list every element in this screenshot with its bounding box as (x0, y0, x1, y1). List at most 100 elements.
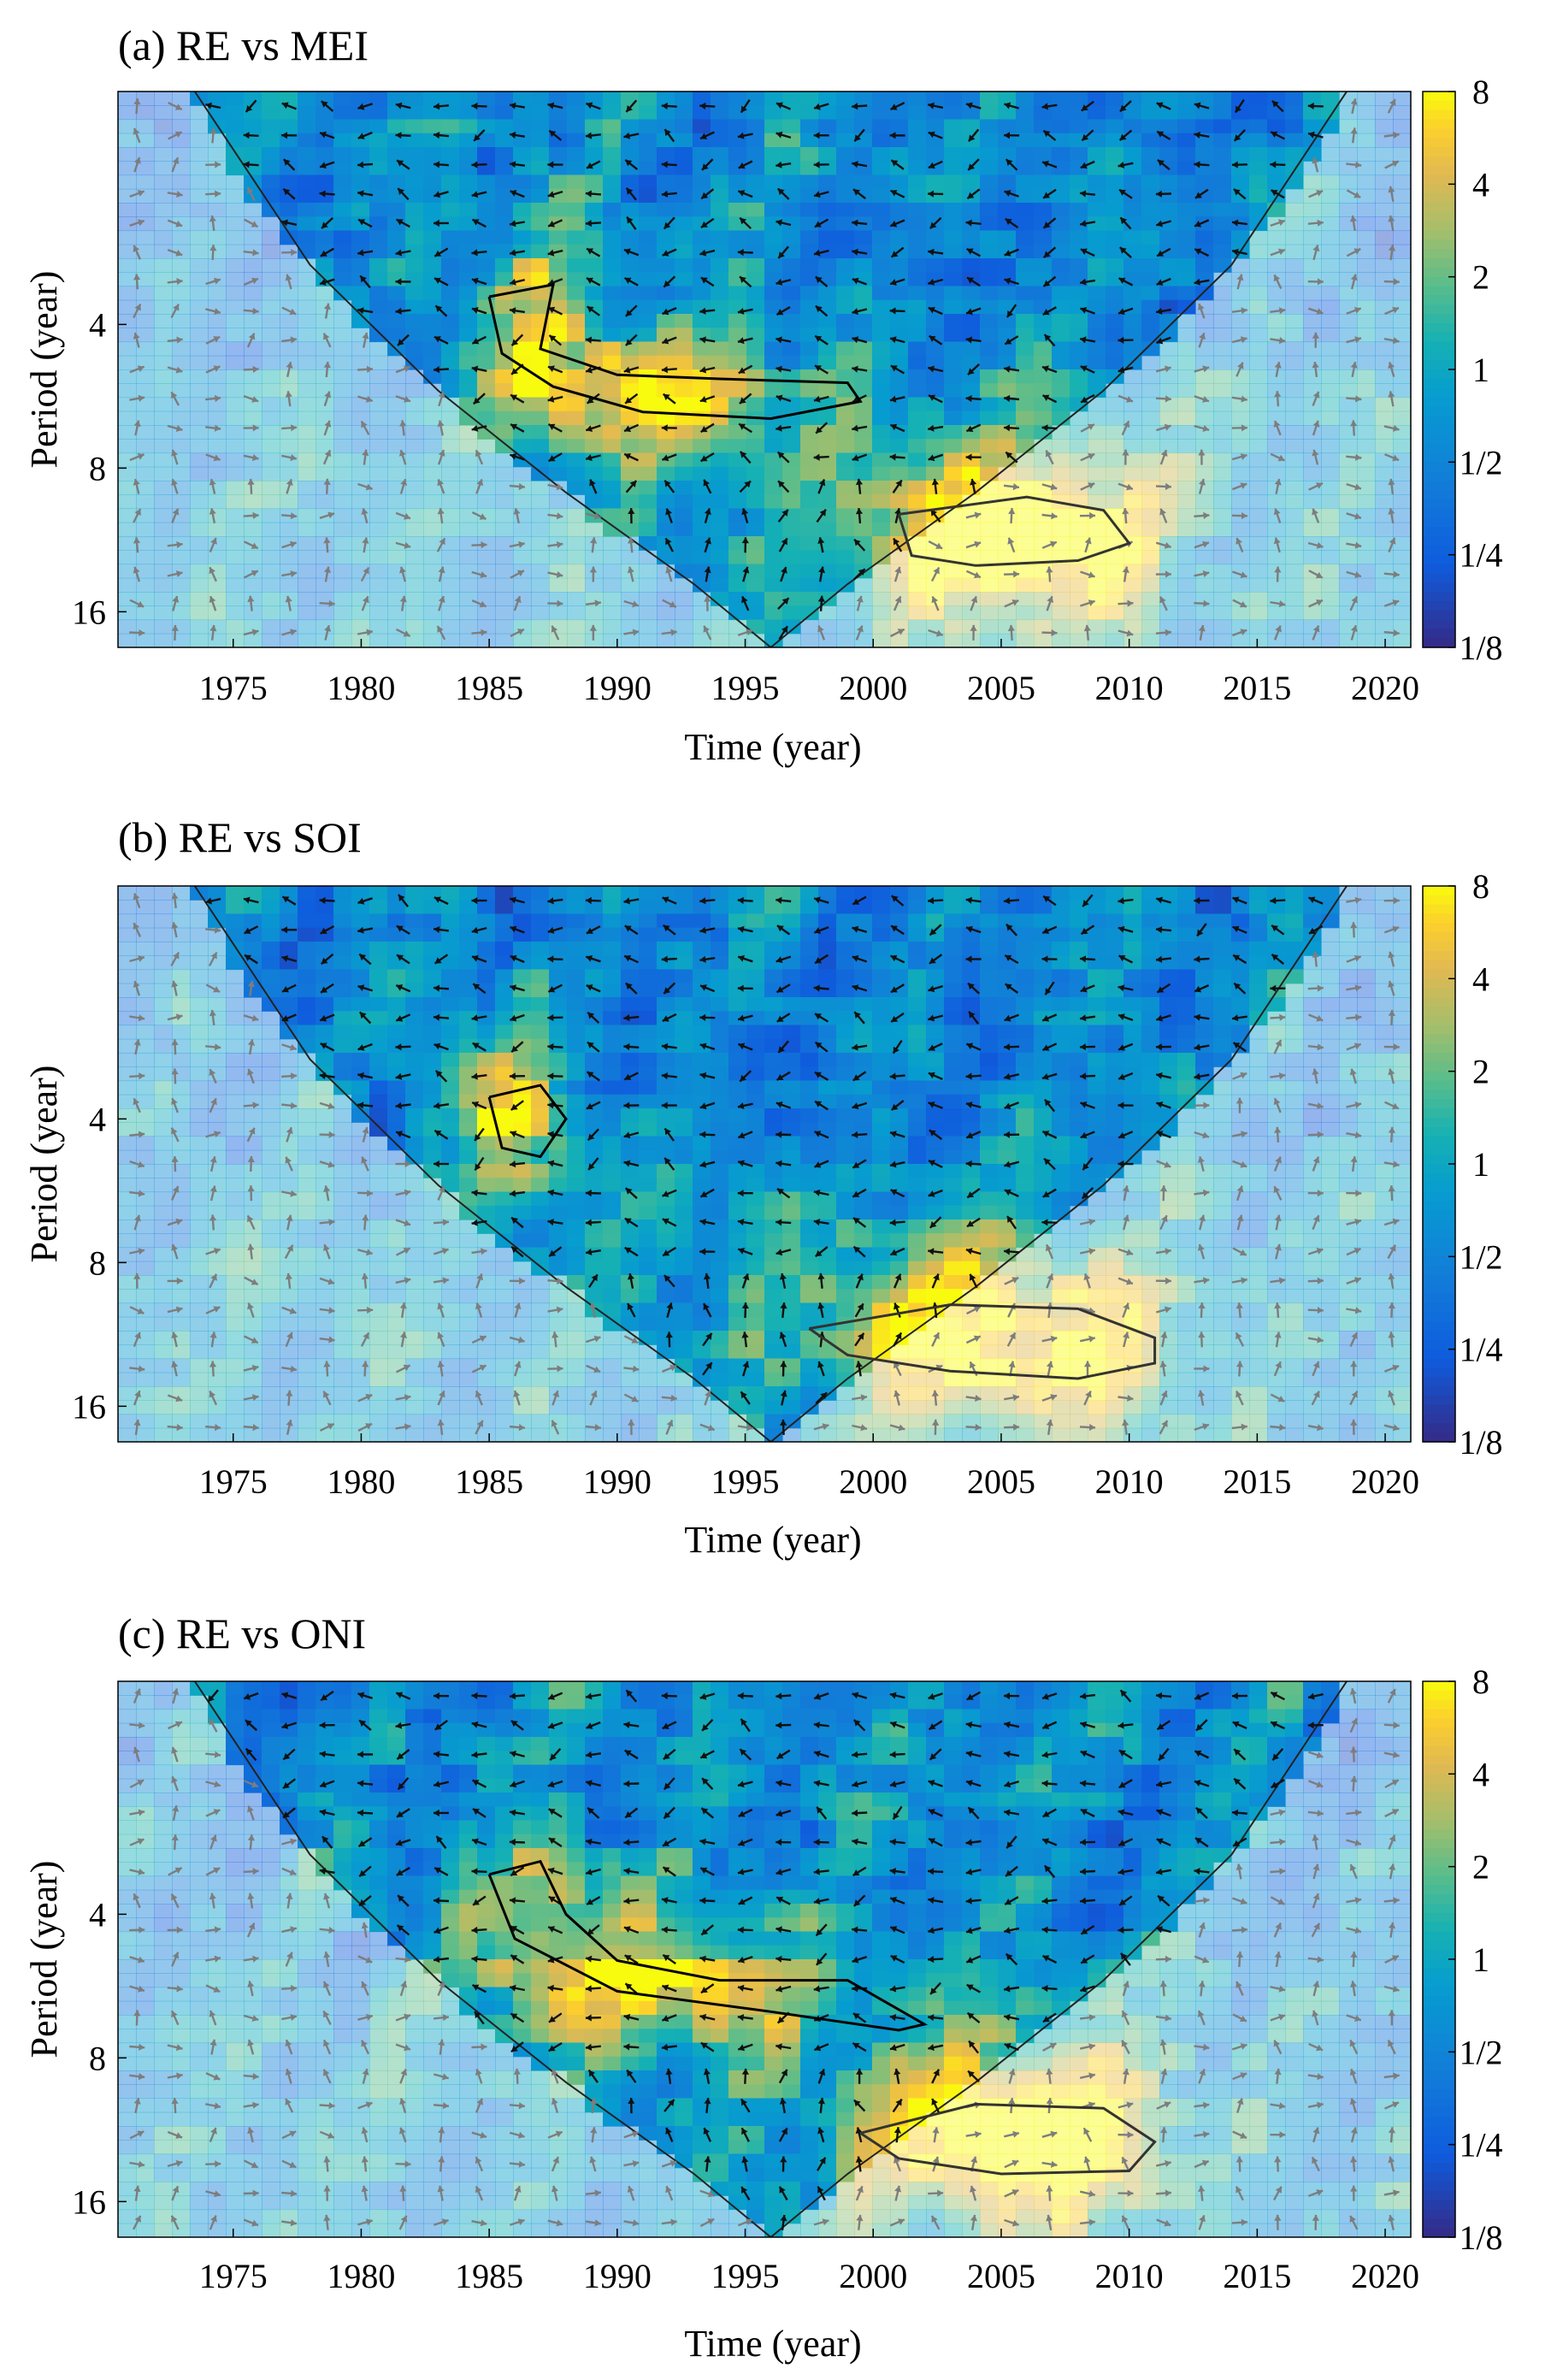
heatmap-cell (262, 258, 280, 273)
heatmap-cell (441, 105, 460, 121)
phase-arrow-head (283, 159, 291, 166)
heatmap-cell (746, 522, 765, 537)
heatmap-cell (1088, 258, 1106, 273)
phase-arrow-head (205, 102, 212, 109)
heatmap-cell (333, 119, 352, 134)
heatmap-cell (316, 299, 334, 315)
heatmap-cell (711, 397, 729, 412)
heatmap-cell (1357, 161, 1376, 176)
heatmap-cell (764, 147, 783, 162)
heatmap-cell (459, 119, 478, 134)
phase-arrow-head (399, 595, 407, 603)
heatmap-cell (926, 410, 945, 426)
heatmap-cell (693, 203, 711, 217)
heatmap-cell (280, 299, 298, 315)
heatmap-cell (118, 605, 137, 621)
heatmap-cell (405, 1275, 424, 1290)
heatmap-cell (405, 633, 424, 647)
heatmap-cell (1052, 452, 1070, 468)
heatmap-cell (333, 900, 352, 915)
heatmap-cell (1123, 341, 1142, 357)
phase-arrow-head (889, 453, 896, 461)
heatmap-cell (495, 314, 514, 328)
heatmap-cell (621, 174, 640, 190)
phase-arrow-head (815, 365, 822, 372)
heatmap-cell (369, 564, 388, 579)
heatmap-cell (908, 633, 927, 647)
heatmap-cell (351, 369, 370, 384)
heatmap-cell (908, 341, 927, 357)
heatmap-cell (746, 105, 765, 121)
phase-arrow-head (1316, 541, 1324, 549)
heatmap-cell (549, 147, 568, 162)
phase-arrow-head (623, 248, 631, 256)
heatmap-cell (1303, 410, 1322, 426)
heatmap-cell (639, 328, 658, 343)
phase-arrow-head (1122, 449, 1129, 456)
heatmap-cell (1123, 550, 1142, 565)
heatmap-cell (872, 299, 891, 315)
heatmap-cell (872, 452, 891, 468)
heatmap-cell (998, 481, 1017, 495)
heatmap-cell (298, 494, 316, 510)
heatmap-cell (190, 397, 209, 412)
heatmap-cell (262, 564, 280, 579)
heatmap-cell (1213, 508, 1232, 523)
phase-arrow-head (471, 249, 478, 257)
heatmap-cell (962, 286, 981, 301)
heatmap-cell (531, 550, 550, 565)
heatmap-cell (1357, 133, 1376, 148)
heatmap-cell (405, 494, 424, 510)
heatmap-cell (1016, 161, 1035, 176)
heatmap-cell (1249, 299, 1268, 315)
heatmap-cell (298, 1094, 316, 1109)
heatmap-cell (298, 508, 316, 523)
heatmap-cell (1213, 494, 1232, 510)
heatmap-cell (244, 244, 262, 259)
heatmap-cell (1267, 605, 1286, 621)
heatmap-cell (172, 1094, 191, 1109)
heatmap-cell (1375, 425, 1394, 440)
heatmap-cell (513, 592, 532, 606)
heatmap-cell (1393, 452, 1411, 468)
phase-arrow-head (1043, 192, 1051, 198)
phase-arrow-head (514, 596, 522, 604)
heatmap-cell (908, 383, 927, 399)
heatmap-cell (1303, 244, 1322, 259)
heatmap-cell (280, 1427, 298, 1442)
heatmap-cell (1357, 216, 1376, 232)
heatmap-cell (711, 286, 729, 301)
heatmap-cell (1159, 230, 1178, 245)
heatmap-cell (190, 341, 209, 357)
heatmap-cell (1213, 314, 1232, 328)
heatmap-cell (154, 536, 173, 551)
heatmap-cell (1249, 272, 1268, 287)
heatmap-cell (926, 174, 945, 190)
phase-arrow-head (248, 333, 256, 340)
phase-arrow-head (1354, 512, 1361, 520)
heatmap-cell (423, 508, 442, 523)
heatmap-cell (477, 410, 496, 426)
heatmap-cell (333, 522, 352, 537)
phase-arrow-head (328, 599, 335, 607)
heatmap-cell (423, 466, 442, 481)
heatmap-cell (1052, 314, 1070, 328)
phase-arrow-head (813, 453, 820, 461)
heatmap-cell (190, 494, 209, 510)
heatmap-cell (1034, 133, 1053, 148)
heatmap-cell (316, 452, 334, 468)
heatmap-cell (477, 383, 496, 399)
phase-arrow-head (322, 333, 330, 340)
phase-arrow-head (290, 336, 297, 344)
colorbar-segment (1423, 119, 1455, 129)
heatmap-cell (1141, 216, 1160, 232)
heatmap-cell (136, 564, 155, 579)
heatmap-cell (136, 983, 155, 998)
heatmap-cell (477, 203, 496, 217)
heatmap-cell (603, 508, 622, 523)
heatmap-cell (800, 508, 819, 523)
heatmap-cell (1357, 439, 1376, 454)
heatmap-cell (657, 508, 675, 523)
heatmap-cell (333, 1080, 352, 1096)
heatmap-cell (1213, 369, 1232, 384)
